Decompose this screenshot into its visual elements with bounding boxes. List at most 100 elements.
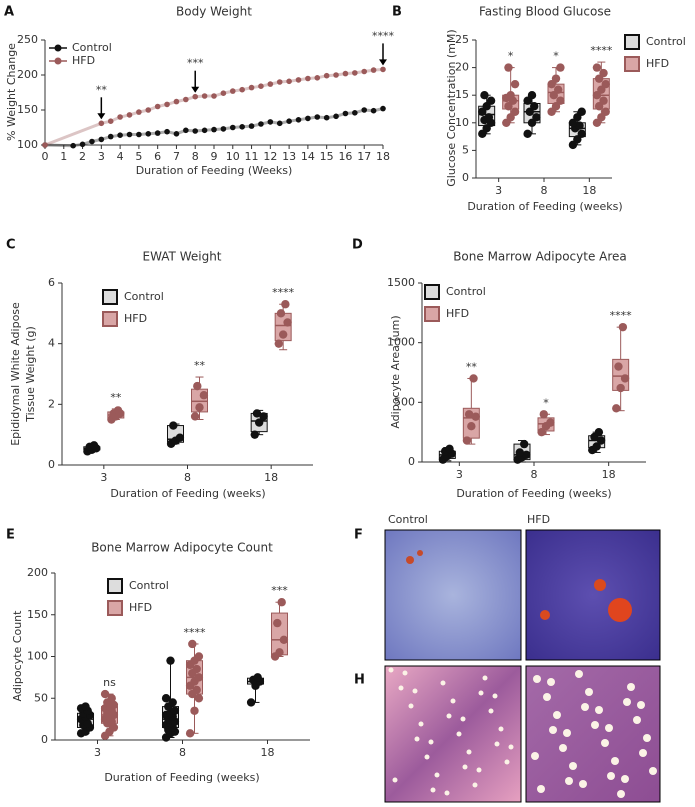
data-point (352, 110, 358, 116)
x-tick-label: 11 (245, 150, 259, 163)
significance: * (553, 50, 559, 63)
data-point (173, 131, 180, 137)
y-tick-label: 150 (17, 103, 38, 116)
legend-swatch (624, 56, 640, 72)
y-tick-label: 6 (48, 276, 55, 289)
legend-label: HFD (646, 57, 669, 70)
data-point (592, 442, 601, 451)
y-tick-label: 0 (408, 455, 415, 468)
data-point (70, 142, 76, 149)
data-point (168, 698, 177, 707)
data-point (614, 362, 623, 371)
data-point (154, 130, 161, 136)
x-tick-label: 18 (582, 184, 596, 197)
data-point (601, 107, 610, 116)
data-point (145, 131, 152, 137)
data-point (248, 84, 255, 91)
data-point (279, 635, 289, 644)
data-point (173, 98, 180, 105)
data-point (469, 374, 478, 383)
data-point (211, 93, 217, 99)
adipocyte (460, 716, 466, 722)
x-tick-label: 18 (602, 468, 616, 481)
legend-swatch (424, 306, 440, 322)
data-point (510, 79, 520, 89)
adipocyte (639, 749, 647, 757)
data-point (136, 109, 142, 115)
data-point (98, 120, 105, 127)
x-tick-label: 3 (495, 184, 502, 197)
significance: * (543, 396, 549, 409)
y-tick-label: 4 (48, 337, 55, 350)
annotation-arrowhead (379, 59, 387, 66)
data-point (462, 436, 472, 445)
data-point (361, 107, 368, 113)
data-point (259, 412, 268, 421)
data-point (166, 656, 175, 665)
y-tick-label: 1500 (387, 276, 415, 289)
x-axis-label: Duration of Feeding (weeks) (456, 487, 611, 500)
data-point (89, 441, 99, 450)
micrograph (384, 529, 522, 661)
data-point (81, 702, 90, 711)
adipocyte (446, 713, 452, 719)
lipid-droplet (406, 556, 414, 564)
adipocyte (607, 772, 615, 780)
legend-swatch (107, 600, 123, 616)
data-point (506, 91, 515, 100)
x-tick-label: 10 (226, 150, 240, 163)
data-point (295, 117, 302, 123)
data-point (276, 79, 283, 85)
x-tick-label: 3 (456, 468, 463, 481)
panel-letter: E (6, 528, 15, 543)
data-point (258, 121, 264, 127)
data-point (616, 383, 625, 393)
adipocyte (549, 726, 557, 734)
data-point (575, 121, 584, 130)
y-tick-label: 20 (455, 61, 469, 74)
data-point (380, 66, 386, 73)
significance: *** (271, 584, 288, 597)
y-tick-label: 200 (27, 566, 48, 579)
y-tick-label: 0 (462, 171, 469, 184)
panel-letter: C (6, 238, 16, 253)
data-point (504, 63, 513, 72)
adipocyte (494, 741, 500, 747)
data-point (126, 131, 133, 138)
data-point (314, 114, 321, 120)
data-point (175, 433, 185, 442)
legend-swatch (102, 289, 118, 305)
data-point (83, 719, 92, 728)
data-point (281, 300, 290, 309)
data-point (539, 410, 548, 419)
adipocyte (627, 683, 635, 691)
image-panels: F H Control HFD (354, 513, 661, 803)
data-point (107, 133, 114, 140)
data-point (126, 112, 133, 118)
data-point (620, 374, 630, 383)
micrograph (384, 665, 522, 803)
significance: ns (103, 676, 116, 689)
adipocyte (537, 785, 545, 793)
data-point (229, 124, 236, 131)
x-tick-label: 7 (173, 150, 180, 163)
legend-label: Control (124, 290, 164, 303)
adipocyte (643, 734, 651, 742)
adipocyte (478, 690, 484, 696)
data-point (154, 103, 161, 110)
x-tick-label: 12 (263, 150, 277, 163)
adipocyte (591, 721, 599, 729)
data-point (190, 706, 199, 715)
data-point (252, 409, 262, 418)
data-point (594, 427, 604, 437)
y-tick-label: 25 (455, 33, 469, 46)
adipocyte (476, 767, 482, 773)
adipocyte (398, 685, 404, 691)
annotation: ** (96, 83, 108, 96)
data-point (333, 113, 339, 120)
chart-title: Body Weight (176, 5, 252, 19)
adipocyte (472, 782, 478, 788)
adipocyte (579, 780, 587, 788)
data-point (199, 391, 209, 400)
data-point (537, 427, 546, 437)
